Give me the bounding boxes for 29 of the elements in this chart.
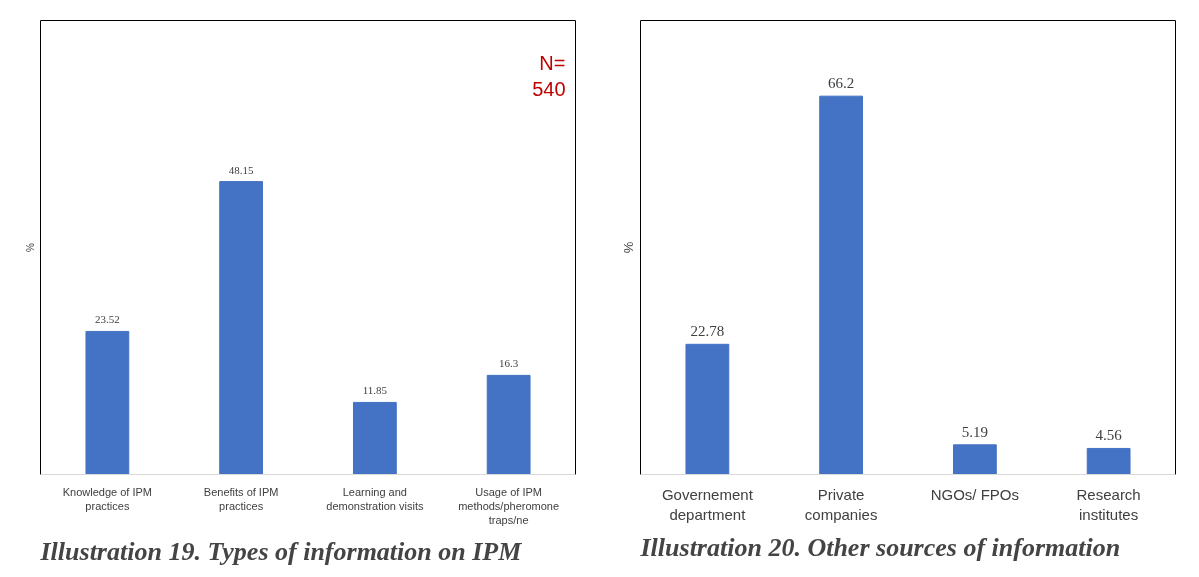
x-tick-label: Usage of IPM methods/pheromone traps/ne xyxy=(458,485,560,527)
bar xyxy=(819,95,864,475)
data-label: 66.2 xyxy=(828,75,855,92)
bar xyxy=(685,343,730,475)
data-label: 4.56 xyxy=(1095,427,1123,444)
bar xyxy=(352,401,397,475)
data-label: 22.78 xyxy=(690,323,725,340)
x-tick-label: NGOs/ FPOs xyxy=(930,485,1020,503)
text: N= 540 xyxy=(532,52,566,101)
bar xyxy=(1086,447,1131,475)
x-tick-label: Private companies xyxy=(804,485,878,523)
text: Illustration 19. Types of information on IPM xyxy=(39,536,523,566)
x-tick-label: Knowledge of IPM practices xyxy=(62,485,153,512)
y-axis-title: % xyxy=(620,241,636,254)
bar xyxy=(952,444,997,475)
bar xyxy=(486,374,531,475)
x-tick-label: Research institutes xyxy=(1076,485,1141,523)
bar xyxy=(85,330,130,475)
text: Illustration 20. Other sources of information xyxy=(639,532,1121,562)
x-tick-label: Governement department xyxy=(661,485,754,523)
x-tick-label: Benefits of IPM practices xyxy=(203,485,279,512)
y-axis-title: % xyxy=(24,242,36,252)
data-label: 5.19 xyxy=(961,423,988,440)
data-label: 48.15 xyxy=(228,163,254,176)
x-tick-label: Learning and demonstration visits xyxy=(326,485,424,512)
data-label: 16.3 xyxy=(499,357,519,370)
data-label: 23.52 xyxy=(95,313,120,326)
bar xyxy=(219,181,264,475)
data-label: 11.85 xyxy=(362,384,388,397)
